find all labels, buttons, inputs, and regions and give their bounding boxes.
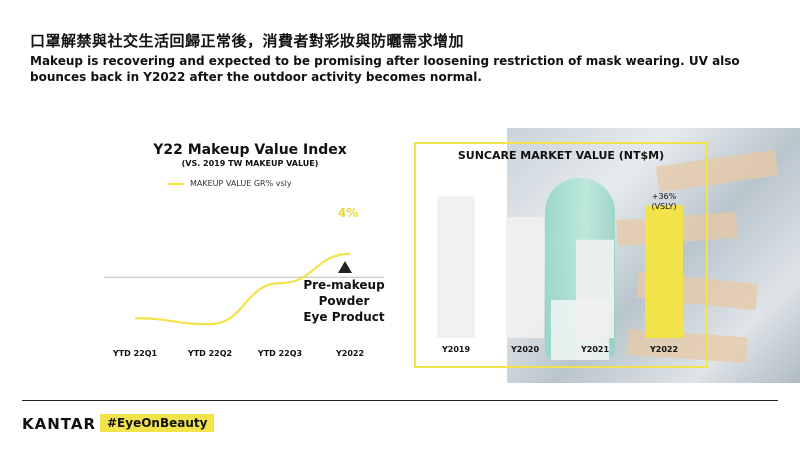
suncare-frame [414, 142, 708, 368]
line-chart-title: Y22 Makeup Value Index [153, 142, 347, 158]
annotation-line-3: Eye Product [303, 310, 385, 324]
bar-annotation-line-1: +36% [651, 192, 677, 201]
legend-swatch [168, 182, 184, 185]
x-tick-label: YTD 22Q2 [187, 349, 233, 358]
bar-chart-title: SUNCARE MARKET VALUE (NT$M) [457, 149, 665, 162]
annotation-line-1: Pre-makeup [303, 278, 385, 292]
bar-category-label: Y2019 [441, 345, 471, 354]
page-subtitle: Makeup is recovering and expected to be … [30, 54, 740, 84]
page-title: 口罩解禁與社交生活回歸正常後，消費者對彩妝與防曬需求增加 [30, 32, 465, 50]
x-tick-label: YTD 22Q3 [257, 349, 303, 358]
bar-y2020 [506, 216, 544, 338]
bar-category-label: Y2021 [580, 345, 610, 354]
line-chart-legend: MAKEUP VALUE GR% vsly [168, 179, 292, 188]
annotation-line-2: Powder [318, 294, 370, 308]
bar-y2019 [437, 196, 475, 338]
bar-annotation: +36% (VSLY) [634, 192, 694, 212]
bar-annotation-line-2: (VSLY) [651, 202, 677, 211]
bar-category-label: Y2022 [649, 345, 679, 354]
triangle-up-icon [338, 261, 352, 273]
kantar-logo: KANTAR [22, 415, 97, 433]
x-tick-label: Y2022 [335, 349, 365, 358]
makeup-value-line [134, 252, 351, 326]
background-photo [507, 128, 800, 383]
legend-label: MAKEUP VALUE GR% vsly [190, 179, 292, 188]
hashtag-badge: #EyeOnBeauty [100, 414, 215, 432]
bar-y2021 [576, 239, 614, 338]
bar-category-label: Y2020 [510, 345, 540, 354]
line-chart-subtitle: (VS. 2019 TW MAKEUP VALUE) [181, 159, 319, 168]
x-tick-label: YTD 22Q1 [112, 349, 158, 358]
footer-divider [22, 400, 778, 401]
bar-y2022 [645, 205, 683, 338]
line-end-label: 4% [337, 206, 359, 220]
line-annotation: Pre-makeup Powder Eye Product [294, 277, 394, 325]
